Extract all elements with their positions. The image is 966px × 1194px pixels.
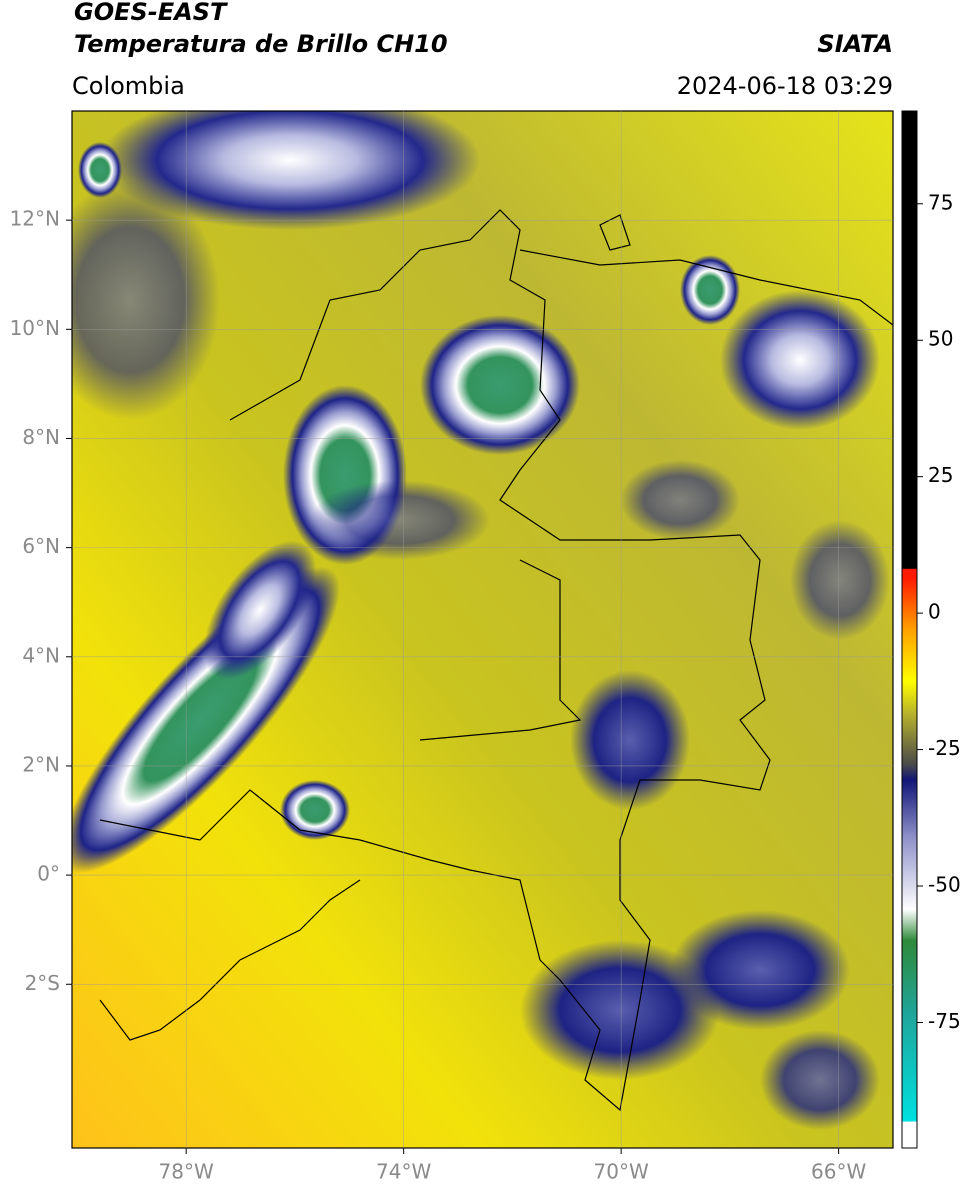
colorbar-label: -75 xyxy=(928,1009,961,1033)
x-tick-label: 78°W xyxy=(159,1160,214,1184)
y-tick-label: 12°N xyxy=(10,207,60,231)
datetime: 2024-06-18 03:29 xyxy=(677,72,893,100)
x-tick-label: 66°W xyxy=(811,1160,866,1184)
colorbar xyxy=(901,110,918,1149)
colorbar-label: -50 xyxy=(928,873,961,897)
y-tick-label: 10°N xyxy=(10,316,60,340)
subtitle: Temperatura de Brillo CH10 xyxy=(74,30,448,58)
source: SIATA xyxy=(817,30,893,58)
y-tick-label: 2°S xyxy=(25,971,60,995)
colorbar-label: 25 xyxy=(928,463,953,487)
x-tick-label: 74°W xyxy=(376,1160,431,1184)
region: Colombia xyxy=(72,72,185,100)
map-frame xyxy=(71,110,894,1149)
y-tick-label: 2°N xyxy=(22,752,60,776)
colorbar-label: 0 xyxy=(928,600,941,624)
satellite-image xyxy=(72,111,893,1148)
title: GOES-EAST xyxy=(74,0,228,26)
colorbar-label: 50 xyxy=(928,327,953,351)
x-tick-label: 70°W xyxy=(594,1160,649,1184)
y-tick-label: 4°N xyxy=(22,643,60,667)
y-tick-label: 6°N xyxy=(22,534,60,558)
colorbar-label: -25 xyxy=(928,736,961,760)
y-tick-label: 8°N xyxy=(22,425,60,449)
y-tick-label: 0° xyxy=(37,862,60,886)
colorbar-label: 75 xyxy=(928,190,953,214)
